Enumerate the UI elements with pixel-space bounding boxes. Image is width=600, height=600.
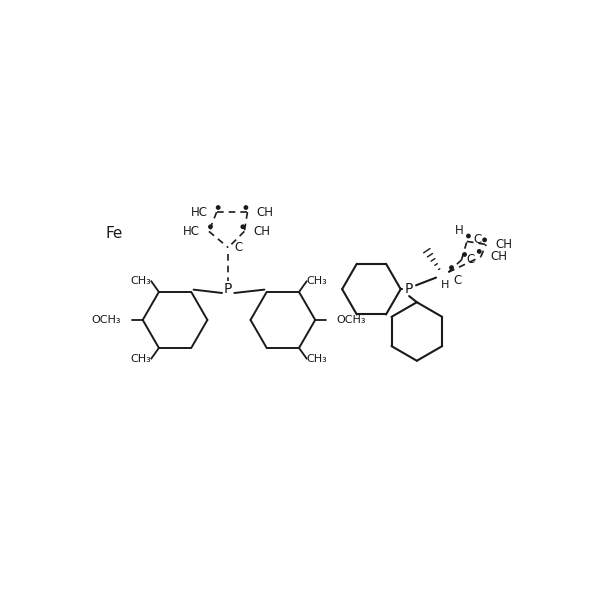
- Text: CH₃: CH₃: [130, 276, 151, 286]
- Text: P: P: [224, 282, 232, 296]
- Circle shape: [483, 238, 486, 242]
- Text: CH₃: CH₃: [307, 354, 328, 364]
- Text: Fe: Fe: [106, 226, 123, 241]
- Text: C: C: [453, 274, 461, 287]
- Text: CH: CH: [254, 225, 271, 238]
- Text: C: C: [473, 233, 481, 247]
- Text: CH₃: CH₃: [130, 354, 151, 364]
- Text: P: P: [405, 282, 413, 296]
- Text: CH: CH: [496, 238, 512, 251]
- Text: CH₃: CH₃: [307, 276, 328, 286]
- Text: C: C: [466, 253, 475, 266]
- Text: HC: HC: [190, 206, 208, 218]
- Text: HC: HC: [182, 225, 200, 238]
- Text: H: H: [441, 280, 449, 290]
- Text: CH: CH: [257, 206, 274, 218]
- Circle shape: [244, 206, 248, 209]
- Text: H: H: [455, 224, 464, 237]
- Circle shape: [241, 225, 245, 229]
- Text: OCH₃: OCH₃: [337, 315, 366, 325]
- Circle shape: [478, 250, 481, 253]
- Circle shape: [209, 225, 212, 229]
- Circle shape: [467, 235, 470, 238]
- Text: OCH₃: OCH₃: [92, 315, 121, 325]
- Circle shape: [463, 253, 466, 256]
- Text: C: C: [235, 241, 242, 254]
- Text: CH: CH: [490, 250, 507, 263]
- Circle shape: [217, 206, 220, 209]
- Circle shape: [450, 266, 453, 269]
